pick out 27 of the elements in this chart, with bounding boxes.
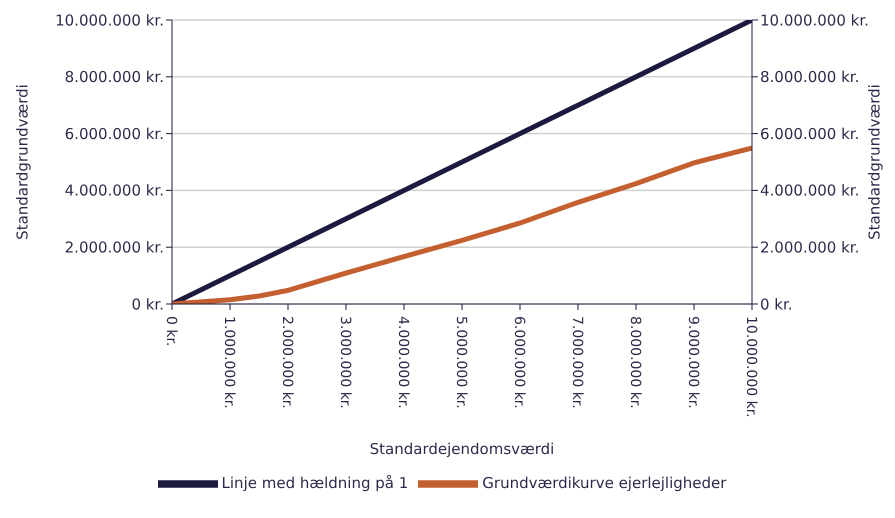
y-tick-label: 6.000.000 kr.	[64, 124, 164, 143]
y-tick-label: 8.000.000 kr.	[64, 68, 164, 86]
x-tick-label: 2.000.000 kr.	[279, 316, 296, 409]
y2-tick-label: 0 kr.	[760, 295, 793, 314]
x-tick-label: 10.000.000 kr.	[743, 316, 760, 418]
y2-tick-label: 4.000.000 kr.	[760, 182, 860, 200]
x-tick-label: 5.000.000 kr.	[453, 316, 470, 409]
x-tick-label: 1.000.000 kr.	[221, 316, 238, 409]
y2-axis-title: Standardgrundværdi	[865, 84, 884, 240]
y-tick-label: 4.000.000 kr.	[64, 182, 164, 200]
x-axis-title: Standardejendomsværdi	[370, 440, 554, 458]
x-tick-label: 8.000.000 kr.	[627, 316, 644, 409]
y2-tick-label: 2.000.000 kr.	[760, 238, 860, 257]
x-tick-label: 7.000.000 kr.	[569, 316, 586, 409]
x-tick-label: 3.000.000 kr.	[337, 316, 354, 409]
legend-label: Linje med hældning på 1	[222, 474, 408, 492]
y-tick-label: 2.000.000 kr.	[64, 238, 164, 257]
x-tick-label: 6.000.000 kr.	[511, 316, 528, 409]
y2-tick-label: 8.000.000 kr.	[760, 68, 860, 86]
legend-label: Grundværdikurve ejerlejligheder	[482, 474, 726, 492]
y-axis-title: Standardgrundværdi	[13, 84, 32, 240]
x-tick-label: 4.000.000 kr.	[395, 316, 412, 409]
y2-tick-label: 10.000.000 kr.	[760, 11, 869, 30]
y2-tick-label: 6.000.000 kr.	[760, 124, 860, 143]
y-tick-label: 0 kr.	[131, 295, 164, 314]
y-tick-label: 10.000.000 kr.	[55, 11, 164, 30]
x-tick-label: 9.000.000 kr.	[685, 316, 702, 409]
